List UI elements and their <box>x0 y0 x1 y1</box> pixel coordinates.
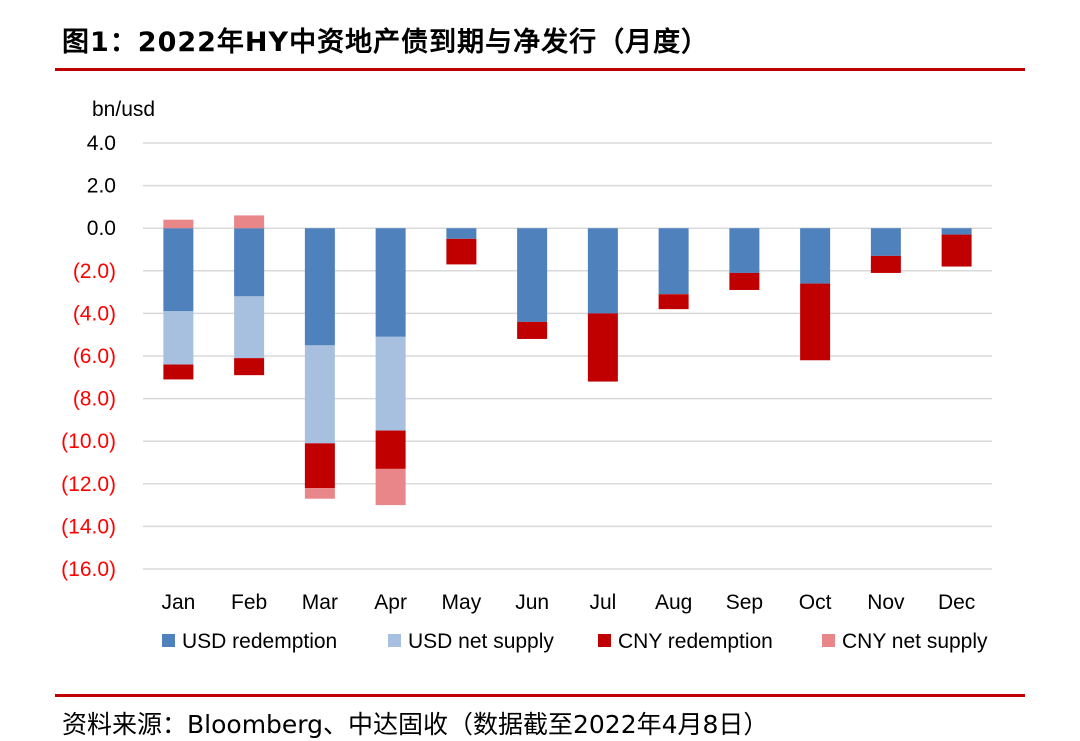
bar-cny-redemption <box>729 272 760 290</box>
y-tick-label: (16.0) <box>61 558 116 581</box>
bar-usd-redemption <box>587 228 618 314</box>
x-tick-label: Mar <box>302 591 338 614</box>
x-tick-label: May <box>442 591 482 614</box>
y-tick-label: (2.0) <box>73 260 116 283</box>
legend-swatch <box>162 634 175 647</box>
legend-swatch <box>822 634 835 647</box>
x-tick-label: Apr <box>374 591 407 614</box>
bar-cny-redemption <box>375 430 406 469</box>
legend-swatch <box>388 634 401 647</box>
bar-cny-redemption <box>304 443 335 489</box>
legend-label: CNY redemption <box>618 630 773 653</box>
bar-usd-redemption <box>234 228 265 297</box>
bar-usd-redemption <box>870 228 901 256</box>
y-tick-label: (10.0) <box>61 430 116 453</box>
y-tick-label: (4.0) <box>73 302 116 325</box>
y-tick-label: (6.0) <box>73 345 116 368</box>
x-tick-label: Dec <box>938 591 975 614</box>
chart-title: 图1：2022年HY中资地产债到期与净发行（月度） <box>62 27 710 58</box>
bar-usd-net-supply <box>234 296 265 359</box>
bar-usd-net-supply <box>163 311 194 365</box>
bar-usd-redemption <box>446 228 477 239</box>
bar-cny-net-supply <box>163 219 194 229</box>
bar-cny-redemption <box>941 234 972 267</box>
legend-label: USD redemption <box>182 630 337 653</box>
y-tick-label: 2.0 <box>87 175 116 198</box>
bar-cny-redemption <box>234 358 265 376</box>
bar-cny-net-supply <box>234 215 265 229</box>
bottom-divider <box>55 694 1025 697</box>
legend-swatch <box>598 634 611 647</box>
bar-usd-redemption <box>304 228 335 346</box>
x-tick-label: Jul <box>589 591 616 614</box>
bar-usd-net-supply <box>304 345 335 444</box>
bar-usd-net-supply <box>375 336 406 431</box>
y-tick-label: (8.0) <box>73 388 116 411</box>
bar-usd-redemption <box>163 228 194 312</box>
x-tick-label: Nov <box>867 591 905 614</box>
bar-usd-redemption <box>941 228 972 235</box>
legend-label: USD net supply <box>408 630 554 653</box>
x-tick-label: Jan <box>161 591 195 614</box>
bar-cny-net-supply <box>304 488 335 499</box>
bar-usd-redemption <box>517 228 548 322</box>
bar-cny-net-supply <box>375 468 406 506</box>
x-tick-label: Feb <box>231 591 267 614</box>
source-note: 资料来源：Bloomberg、中达固收（数据截至2022年4月8日） <box>62 710 769 739</box>
bar-usd-redemption <box>375 228 406 337</box>
y-tick-label: 4.0 <box>87 132 116 155</box>
x-tick-label: Aug <box>655 591 692 614</box>
bar-usd-redemption <box>658 228 689 295</box>
x-tick-label: Sep <box>726 591 763 614</box>
bar-cny-redemption <box>658 294 689 310</box>
bar-cny-redemption <box>800 283 831 361</box>
y-tick-label: 0.0 <box>87 217 116 240</box>
stacked-bar-chart: 4.0 2.0 0.0 (2.0) (4.0) (6.0) (8.0) (10.0) (12.0… <box>61 98 992 653</box>
bar-usd-redemption <box>729 228 760 273</box>
y-tick-label: (14.0) <box>61 515 116 538</box>
bar-cny-redemption <box>163 364 194 380</box>
x-tick-label: Jun <box>515 591 549 614</box>
top-divider <box>55 68 1025 71</box>
bar-cny-redemption <box>870 255 901 273</box>
y-tick-label: (12.0) <box>61 473 116 496</box>
y-axis-label: bn/usd <box>92 98 155 121</box>
bar-usd-redemption <box>800 228 831 284</box>
x-tick-label: Oct <box>799 591 832 614</box>
bar-cny-redemption <box>517 321 548 339</box>
bar-cny-redemption <box>446 238 477 265</box>
bar-cny-redemption <box>587 313 618 382</box>
legend-label: CNY net supply <box>842 630 988 653</box>
